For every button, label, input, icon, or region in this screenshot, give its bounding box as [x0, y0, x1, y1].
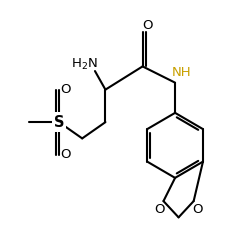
Text: O: O	[142, 19, 153, 32]
Text: O: O	[61, 148, 71, 161]
Text: O: O	[192, 203, 202, 216]
Text: O: O	[61, 83, 71, 96]
Text: S: S	[54, 115, 64, 130]
Text: NH: NH	[172, 66, 192, 79]
Text: H$_2$N: H$_2$N	[71, 57, 98, 72]
Text: O: O	[155, 203, 165, 216]
